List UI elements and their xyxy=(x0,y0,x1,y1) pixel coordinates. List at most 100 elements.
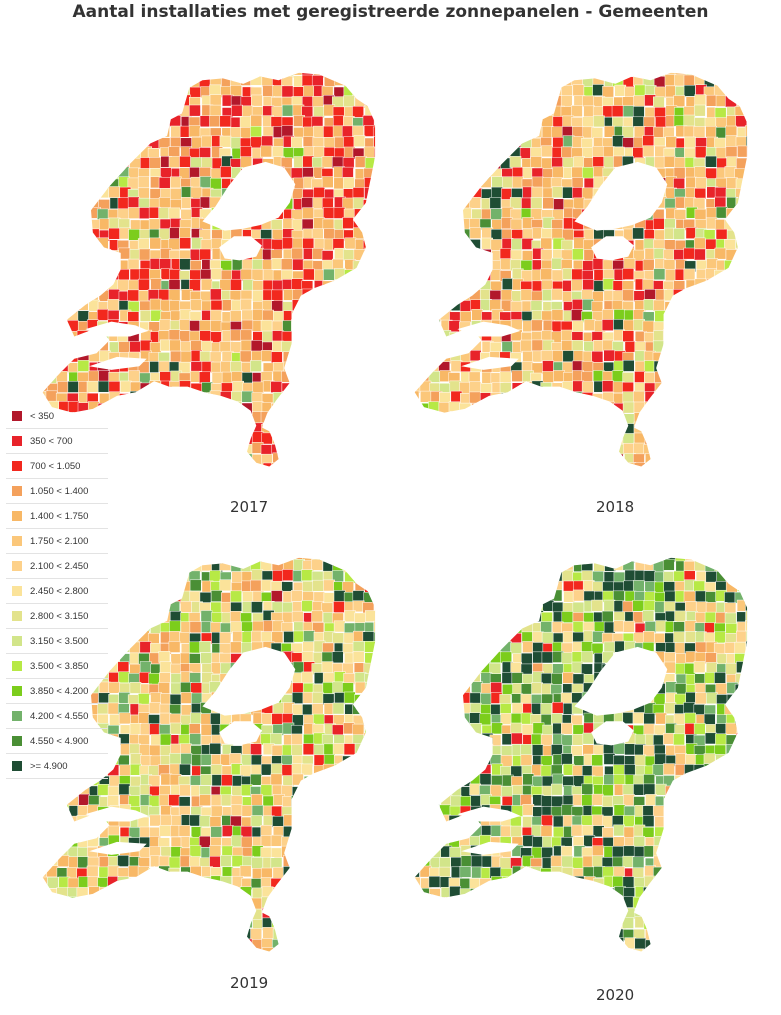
municipality-cell xyxy=(190,876,203,889)
municipality-cell xyxy=(107,876,119,888)
municipality-cell xyxy=(302,309,314,321)
municipality-cell xyxy=(210,411,223,423)
municipality-cell xyxy=(724,310,737,323)
municipality-cell xyxy=(282,888,295,900)
municipality-cell xyxy=(179,632,191,644)
municipality-cell xyxy=(430,754,442,767)
municipality-cell xyxy=(726,557,739,563)
municipality-cell xyxy=(734,683,747,696)
municipality-cell xyxy=(695,321,708,333)
municipality-cell xyxy=(170,927,183,940)
municipality-cell xyxy=(129,743,141,756)
municipality-cell xyxy=(323,845,336,857)
municipality-cell xyxy=(56,72,69,78)
municipality-cell xyxy=(448,569,460,582)
municipality-cell xyxy=(745,330,748,343)
municipality-cell xyxy=(460,166,472,179)
municipality-cell xyxy=(147,888,160,900)
municipality-cell xyxy=(714,795,727,808)
municipality-cell xyxy=(128,117,141,130)
municipality-cell xyxy=(129,105,141,118)
municipality-cell xyxy=(522,641,534,653)
municipality-cell xyxy=(604,411,616,423)
municipality-cell xyxy=(542,599,555,612)
municipality-cell xyxy=(428,319,441,332)
municipality-cell xyxy=(292,825,305,838)
municipality-cell xyxy=(419,765,431,778)
municipality-cell xyxy=(353,351,366,363)
municipality-cell xyxy=(209,104,222,117)
municipality-cell xyxy=(440,579,453,592)
municipality-cell xyxy=(429,631,442,643)
municipality-cell xyxy=(665,441,677,454)
municipality-cell xyxy=(430,722,443,734)
municipality-cell xyxy=(673,621,685,634)
municipality-cell xyxy=(561,463,574,467)
municipality-cell xyxy=(210,590,223,602)
municipality-cell xyxy=(139,601,151,613)
municipality-cell xyxy=(414,661,422,673)
municipality-cell xyxy=(428,661,440,674)
municipality-cell xyxy=(704,672,717,684)
municipality-cell xyxy=(612,413,625,425)
municipality-cell xyxy=(715,433,727,445)
municipality-cell xyxy=(168,601,180,613)
municipality-cell xyxy=(460,755,472,767)
municipality-cell xyxy=(332,463,345,467)
municipality-cell xyxy=(271,713,284,725)
municipality-cell xyxy=(334,300,346,312)
municipality-cell xyxy=(322,432,334,444)
municipality-cell xyxy=(592,421,604,434)
municipality-cell xyxy=(323,774,335,786)
municipality-cell xyxy=(540,350,553,362)
municipality-cell xyxy=(353,288,365,301)
municipality-cell xyxy=(414,796,422,809)
municipality-cell xyxy=(571,714,583,727)
municipality-cell xyxy=(448,610,461,623)
municipality-cell xyxy=(46,86,59,99)
municipality-cell xyxy=(714,402,727,415)
municipality-cell xyxy=(450,773,462,786)
municipality-cell xyxy=(683,247,696,260)
municipality-cell xyxy=(301,856,313,869)
municipality-cell xyxy=(96,208,109,221)
municipality-cell xyxy=(211,927,223,940)
municipality-cell xyxy=(303,876,316,889)
municipality-cell xyxy=(623,413,635,426)
municipality-cell xyxy=(323,228,336,240)
municipality-cell xyxy=(592,291,604,303)
municipality-cell xyxy=(260,631,273,644)
municipality-cell xyxy=(189,641,201,654)
municipality-cell xyxy=(449,722,461,735)
municipality-cell xyxy=(302,136,315,149)
municipality-cell xyxy=(281,370,293,383)
municipality-cell xyxy=(189,653,201,665)
municipality-cell xyxy=(714,269,726,282)
municipality-cell xyxy=(481,611,494,624)
municipality-cell xyxy=(260,763,273,776)
municipality-cell xyxy=(189,937,202,950)
municipality-cell xyxy=(129,723,142,735)
municipality-cell xyxy=(459,260,471,272)
municipality-cell xyxy=(200,422,212,434)
municipality-cell xyxy=(220,391,232,403)
municipality-cell xyxy=(302,907,314,920)
municipality-cell xyxy=(696,464,708,467)
municipality-cell xyxy=(231,908,244,920)
municipality-cell xyxy=(715,382,728,394)
municipality-cell xyxy=(321,299,334,312)
municipality-cell xyxy=(664,590,677,603)
municipality-cell xyxy=(479,74,492,86)
municipality-cell xyxy=(209,816,222,829)
municipality-cell xyxy=(221,906,233,919)
municipality-cell xyxy=(509,156,522,168)
municipality-cell xyxy=(211,612,223,624)
municipality-cell xyxy=(251,630,263,643)
municipality-cell xyxy=(552,166,564,179)
municipality-cell xyxy=(293,401,306,414)
municipality-cell xyxy=(200,774,212,786)
municipality-cell xyxy=(458,681,471,694)
municipality-cell xyxy=(117,453,130,466)
municipality-cell xyxy=(705,310,717,322)
municipality-cell xyxy=(291,795,303,808)
